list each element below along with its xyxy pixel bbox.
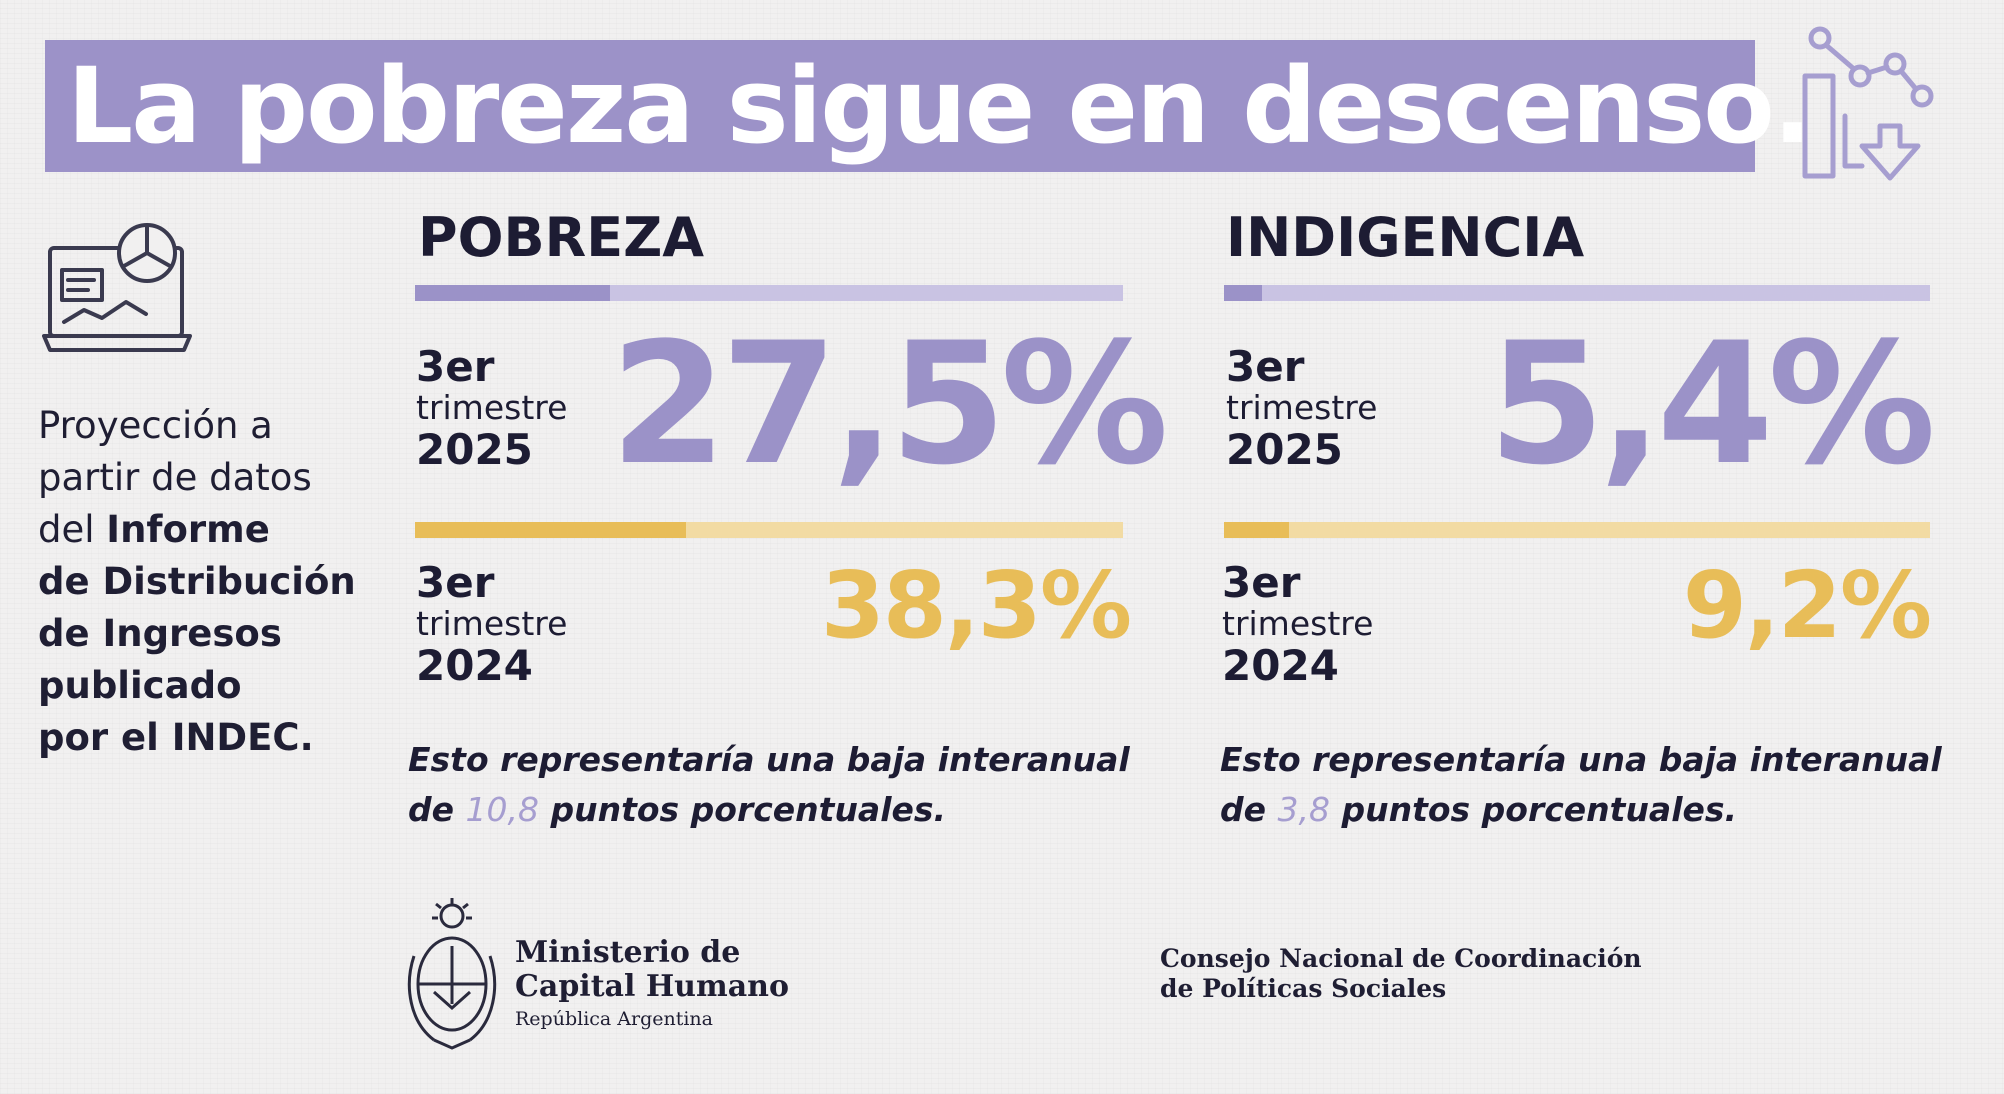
laptop-dashboard-icon [42, 223, 192, 352]
projection-line: Proyección a [38, 404, 273, 447]
projection-note: Proyección a partir de datos del Informe… [38, 400, 383, 764]
ministry-name: Ministerio de Capital Humano República A… [515, 935, 789, 1031]
pobreza-period-current: 3er trimestre 2025 [416, 342, 568, 474]
projection-line: de Distribución [38, 560, 356, 603]
projection-line: de Ingresos [38, 612, 282, 655]
pobreza-value-current: 27,5% [610, 306, 1169, 502]
pobreza-period-previous: 3er trimestre 2024 [416, 558, 568, 690]
projection-line: publicado [38, 664, 242, 707]
projection-line: por el INDEC. [38, 716, 314, 759]
coat-of-arms-icon [407, 898, 497, 1050]
projection-line-pre: del [38, 508, 107, 551]
chart-down-icon [1802, 26, 1934, 181]
indigencia-value-previous: 9,2% [1682, 552, 1932, 659]
indigencia-drop-value: 3,8 [1277, 790, 1330, 829]
indigencia-note: Esto representaría una baja interanual d… [1220, 740, 1942, 829]
indigencia-period-current: 3er trimestre 2025 [1226, 342, 1378, 474]
indigencia-heading: INDIGENCIA [1226, 206, 1585, 269]
indigencia-current-track [1224, 285, 1930, 301]
pobreza-drop-value: 10,8 [465, 790, 539, 829]
pobreza-previous-fill [415, 522, 686, 538]
pobreza-current-fill [415, 285, 610, 301]
pobreza-note: Esto representaría una baja interanual d… [408, 740, 1130, 829]
indigencia-period-previous: 3er trimestre 2024 [1222, 558, 1374, 690]
page-title: La pobreza sigue en descenso. [67, 45, 1812, 167]
indigencia-value-current: 5,4% [1488, 306, 1936, 502]
pobreza-heading: POBREZA [418, 206, 705, 269]
projection-line-bold: Informe [106, 508, 270, 551]
indigencia-previous-track [1224, 522, 1930, 538]
indigencia-current-fill [1224, 285, 1262, 301]
pobreza-value-previous: 38,3% [820, 552, 1132, 659]
indigencia-previous-fill [1224, 522, 1289, 538]
council-name: Consejo Nacional de Coordinación de Polí… [1160, 944, 1642, 1003]
projection-line: partir de datos [38, 456, 312, 499]
title-banner: La pobreza sigue en descenso. [45, 40, 1812, 172]
projection-line: del Informe [38, 504, 383, 556]
